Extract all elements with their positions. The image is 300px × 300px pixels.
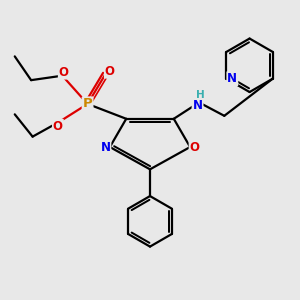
Text: N: N — [193, 99, 202, 112]
Text: O: O — [190, 140, 200, 154]
Text: O: O — [53, 120, 63, 133]
Text: H: H — [196, 90, 205, 100]
Text: N: N — [227, 72, 237, 85]
Text: O: O — [105, 65, 115, 78]
Text: O: O — [59, 66, 69, 79]
Text: N: N — [100, 140, 110, 154]
Text: P: P — [83, 98, 92, 110]
